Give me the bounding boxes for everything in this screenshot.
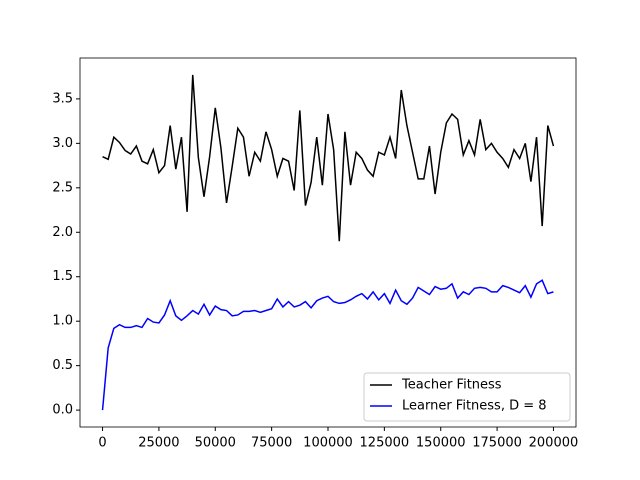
x-tick-label: 175000 (472, 436, 522, 451)
legend-label: Learner Fitness, D = 8 (402, 399, 547, 414)
legend-box (363, 372, 571, 422)
series-line (101, 279, 554, 411)
y-tick-label: 2.0 (52, 225, 73, 240)
y-tick-label: 0.0 (52, 403, 73, 418)
x-tick-label: 75000 (251, 436, 292, 451)
y-tick-label: 1.0 (52, 314, 73, 329)
y-tick-label: 3.5 (52, 91, 73, 106)
y-tick-label: 0.5 (52, 358, 73, 373)
x-tick-label: 150000 (416, 436, 466, 451)
x-tick-label: 0 (98, 436, 106, 451)
axes-frame (79, 57, 577, 428)
x-tick-label: 125000 (360, 436, 410, 451)
y-tick-label: 3.0 (52, 136, 73, 151)
x-tick-label: 200000 (529, 436, 579, 451)
legend-label: Teacher Fitness (401, 378, 502, 393)
x-tick-label: 100000 (303, 436, 353, 451)
y-tick-label: 2.5 (52, 180, 73, 195)
series-line (102, 74, 555, 242)
y-tick-label: 1.5 (52, 269, 73, 284)
x-tick-label: 25000 (138, 436, 179, 451)
x-tick-label: 50000 (195, 436, 236, 451)
